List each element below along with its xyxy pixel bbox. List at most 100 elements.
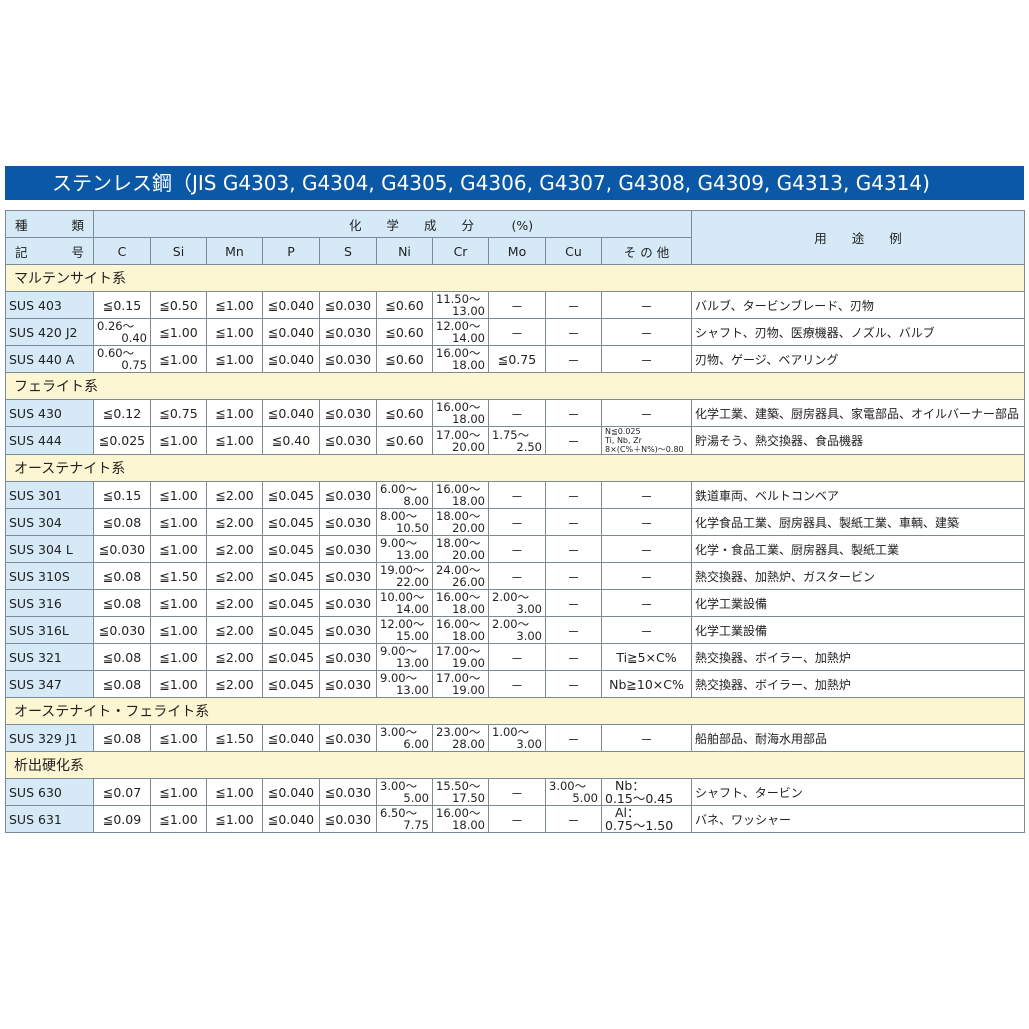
composition-cell: ≦0.60	[376, 291, 433, 319]
range-value: 17.00～ 20.00	[436, 429, 485, 453]
usage-cell: 熱交換器、加熱炉、ガスタービン	[691, 562, 1025, 590]
range-value: 16.00～ 18.00	[436, 591, 485, 615]
range-max: 10.50	[396, 521, 429, 535]
usage-cell: 化学工業、建築、厨房器具、家電部品、オイルバーナー部品	[691, 399, 1025, 427]
composition-cell: －	[600, 589, 693, 617]
composition-cell: ≦0.030	[319, 399, 377, 427]
composition-cell: ≦1.00	[150, 643, 207, 671]
range-value: 18.00～ 20.00	[436, 510, 485, 534]
composition-cell: 16.00～ 18.00	[432, 399, 489, 427]
composition-cell: 16.00～ 18.00	[432, 805, 489, 833]
column-header: Ni	[376, 237, 433, 265]
range-max: 5.00	[572, 791, 598, 805]
composition-cell: ≦1.50	[150, 562, 207, 590]
range-min: 16.00～	[436, 346, 481, 360]
range-value: 11.50～ 13.00	[436, 293, 485, 317]
composition-cell: ≦0.08	[93, 508, 151, 536]
note-range: 0.75～1.50	[605, 818, 674, 833]
composition-cell: Al： 0.75～1.50	[600, 805, 693, 833]
kind-header-2: 類	[71, 217, 84, 233]
range-min: 17.00～	[436, 671, 481, 685]
composition-cell: ≦1.00	[150, 724, 207, 752]
composition-cell: －	[600, 399, 693, 427]
grade-name: SUS 347	[5, 670, 94, 698]
range-max: 17.50	[452, 791, 485, 805]
composition-cell: 12.00～ 14.00	[432, 318, 489, 346]
range-value: 16.00～ 18.00	[436, 618, 485, 642]
usage-cell: 化学・食品工業、厨房器具、製紙工業	[691, 535, 1025, 563]
range-max: 20.00	[452, 439, 485, 454]
composition-cell: 3.00～ 5.00	[545, 778, 602, 806]
range-min: 18.00～	[436, 509, 481, 523]
composition-cell: ≦0.15	[93, 291, 151, 319]
table-row: SUS 321 ≦0.08 ≦1.00 ≦2.00 ≦0.045 ≦0.030 9.00～ 1…	[5, 643, 1025, 671]
composition-cell: 15.50～ 17.50	[432, 778, 489, 806]
usage-cell: 貯湯そう、熱交換器、食品機器	[691, 426, 1025, 455]
table-row: SUS 444 ≦0.025 ≦1.00 ≦1.00 ≦0.40 ≦0.030 ≦0.60 1…	[5, 426, 1025, 455]
range-value: 17.00～ 19.00	[436, 645, 485, 669]
composition-cell: ≦1.00	[206, 399, 263, 427]
range-min: 0.60～	[97, 346, 135, 360]
kind-header: 種類	[5, 210, 94, 238]
composition-cell: －	[600, 724, 693, 752]
grade-name: SUS 301	[5, 481, 94, 509]
range-min: 0.26～	[97, 319, 135, 333]
composition-cell: ≦0.08	[93, 643, 151, 671]
table-row: SUS 301 ≦0.15 ≦1.00 ≦2.00 ≦0.045 ≦0.030 6.00～ 8…	[5, 481, 1025, 509]
composition-cell: Nb≧10×C%	[600, 670, 693, 698]
category-row: オーステナイト・フェライト系	[5, 697, 1025, 725]
composition-cell: ≦1.00	[206, 291, 263, 319]
composition-cell: －	[545, 805, 602, 833]
composition-cell: ≦1.00	[206, 426, 263, 455]
composition-cell: 8.00～ 10.50	[376, 508, 433, 536]
column-header: Mn	[206, 237, 263, 265]
range-max: 20.00	[452, 548, 485, 562]
composition-cell: ≦0.045	[262, 508, 320, 536]
composition-cell: 12.00～ 15.00	[376, 616, 433, 644]
composition-cell: 18.00～ 20.00	[432, 508, 489, 536]
composition-cell: －	[545, 643, 602, 671]
usage-cell: 化学工業設備	[691, 589, 1025, 617]
range-max: 20.00	[452, 521, 485, 535]
note-line: Ti, Nb, Zr	[605, 436, 642, 445]
range-min: 8.00～	[380, 509, 418, 523]
range-max: 13.00	[452, 304, 485, 318]
range-value: 16.00～ 18.00	[436, 483, 485, 507]
composition-cell: N≦0.025 Ti, Nb, Zr 8×(C%＋N%)～0.80	[600, 426, 693, 455]
grade-name: SUS 321	[5, 643, 94, 671]
composition-cell: ≦0.040	[262, 778, 320, 806]
composition-cell: 11.50～ 13.00	[432, 291, 489, 319]
composition-cell: ≦0.07	[93, 778, 151, 806]
composition-cell: 17.00～ 19.00	[432, 643, 489, 671]
range-min: 15.50～	[436, 779, 481, 793]
composition-cell: 19.00～ 22.00	[376, 562, 433, 590]
table-row: SUS 440 A 0.60～ 0.75 ≦1.00 ≦1.00 ≦0.040 ≦0.030…	[5, 345, 1025, 373]
composition-cell: ≦0.030	[319, 670, 377, 698]
composition-cell: －	[488, 481, 546, 509]
grade-name: SUS 630	[5, 778, 94, 806]
grade-name: SUS 420 J2	[5, 318, 94, 346]
grade-name: SUS 430	[5, 399, 94, 427]
range-max: 3.00	[516, 602, 542, 616]
usage-cell: シャフト、タービン	[691, 778, 1025, 806]
column-header: P	[262, 237, 320, 265]
column-header: Cr	[432, 237, 489, 265]
composition-cell: ≦0.60	[376, 399, 433, 427]
header-row-2: 記号 C Si Mn P S Ni Cr Mo Cu そ の 他	[5, 237, 1025, 265]
composition-cell: －	[488, 805, 546, 833]
composition-cell: ≦2.00	[206, 508, 263, 536]
composition-cell: ≦0.030	[319, 508, 377, 536]
composition-cell: ≦1.00	[206, 345, 263, 373]
range-value: 3.00～ 6.00	[380, 726, 429, 750]
composition-cell: 24.00～ 26.00	[432, 562, 489, 590]
grade-name: SUS 304 L	[5, 535, 94, 563]
range-min: 16.00～	[436, 400, 481, 414]
composition-cell: ≦0.025	[93, 426, 151, 455]
composition-cell: －	[545, 481, 602, 509]
composition-cell: ≦0.15	[93, 481, 151, 509]
usage-cell: 刃物、ゲージ、ベアリング	[691, 345, 1025, 373]
composition-cell: －	[545, 399, 602, 427]
stainless-steel-table: 種類 化 学 成 分 (%) 用 途 例 記号 C Si Mn P S Ni Cr Mo Cu そ…	[5, 210, 1025, 833]
composition-cell: ≦0.030	[319, 426, 377, 455]
composition-cell: Nb： 0.15～0.45	[600, 778, 693, 806]
